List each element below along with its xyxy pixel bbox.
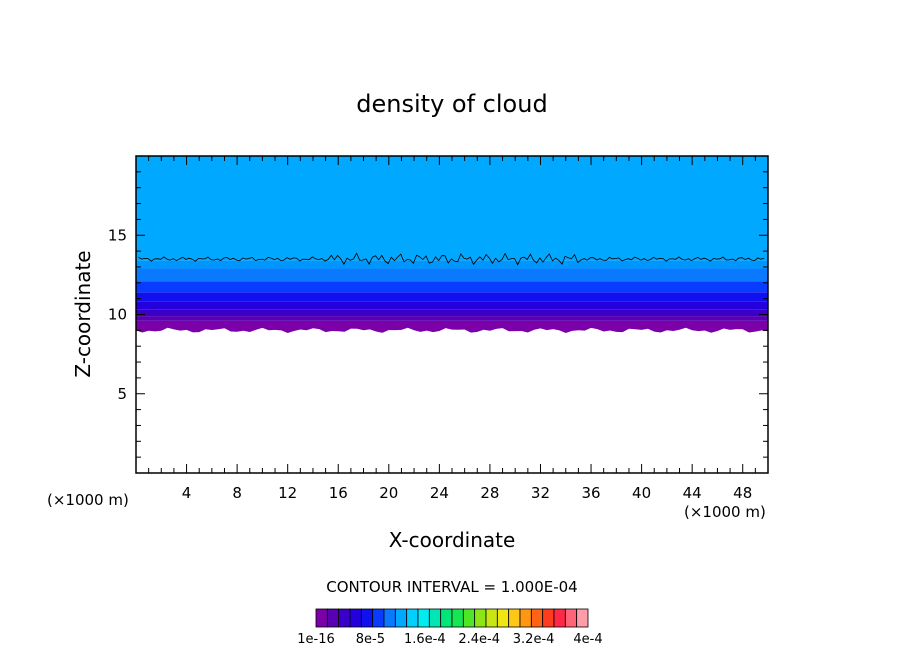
colorbar-swatch bbox=[440, 608, 453, 628]
colorbar-swatch bbox=[394, 608, 408, 628]
plot-area bbox=[136, 156, 768, 333]
colorbar-swatch bbox=[360, 608, 374, 628]
density-band bbox=[136, 260, 768, 269]
colorbar-tick-label: 3.2e-4 bbox=[513, 632, 555, 647]
y-axis: 5 10 15 bbox=[108, 171, 768, 458]
colorbar-swatch bbox=[372, 608, 385, 628]
density-band bbox=[136, 292, 768, 302]
contour-interval-label: CONTOUR INTERVAL = 1.000E-04 bbox=[326, 578, 577, 596]
colorbar-swatch bbox=[349, 608, 362, 628]
colorbar-swatch bbox=[474, 608, 487, 628]
density-band bbox=[136, 309, 768, 317]
x-tick-label: 12 bbox=[278, 484, 297, 502]
colorbar-tick-label: 1.6e-4 bbox=[404, 632, 446, 647]
colorbar-swatch bbox=[496, 608, 510, 628]
x-tick-label: 16 bbox=[329, 484, 348, 502]
colorbar-tick-label: 1e-16 bbox=[297, 632, 335, 647]
colorbar-swatch bbox=[383, 608, 396, 628]
colorbar-swatch bbox=[530, 608, 544, 628]
chart-title: density of cloud bbox=[356, 90, 547, 118]
colorbar-swatch bbox=[417, 608, 430, 628]
colorbar-swatch bbox=[519, 608, 532, 628]
x-tick-label: 8 bbox=[232, 484, 242, 502]
x-tick-label: 48 bbox=[733, 484, 752, 502]
x-tick-label: 36 bbox=[581, 484, 600, 502]
colorbar-swatch bbox=[428, 608, 442, 628]
x-tick-label: 24 bbox=[430, 484, 449, 502]
y-tick-label: 10 bbox=[108, 306, 127, 324]
density-band bbox=[136, 268, 768, 282]
colorbar-labels: 1e-16 8e-5 1.6e-4 2.4e-4 3.2e-4 4e-4 bbox=[297, 632, 602, 647]
x-axis-label: X-coordinate bbox=[389, 528, 516, 552]
y-tick-label: 15 bbox=[108, 226, 127, 244]
x-tick-label: 4 bbox=[182, 484, 192, 502]
colorbar-swatch bbox=[462, 608, 476, 628]
colorbar-swatch bbox=[406, 608, 419, 628]
density-band bbox=[136, 281, 768, 293]
density-band bbox=[136, 301, 768, 310]
x-tick-label: 20 bbox=[379, 484, 398, 502]
colorbar-swatch bbox=[451, 608, 464, 628]
density-band bbox=[136, 156, 768, 261]
x-tick-label: 32 bbox=[531, 484, 550, 502]
colorbar-swatch bbox=[508, 608, 521, 628]
y-unit-label: (×1000 m) bbox=[47, 491, 129, 509]
colorbar-swatch bbox=[576, 608, 589, 628]
colorbar-tick-label: 2.4e-4 bbox=[458, 632, 500, 647]
colorbar-tick-label: 4e-4 bbox=[573, 632, 602, 647]
x-tick-label: 28 bbox=[480, 484, 499, 502]
x-axis: 4 8 12 16 20 24 28 32 36 40 44 48 bbox=[148, 156, 756, 502]
colorbar bbox=[315, 608, 589, 628]
colorbar-tick-label: 8e-5 bbox=[356, 632, 385, 647]
density-band bbox=[136, 320, 768, 333]
density-band bbox=[136, 316, 768, 321]
colorbar-swatch bbox=[315, 608, 328, 628]
colorbar-swatch bbox=[542, 608, 555, 628]
y-tick-label: 5 bbox=[117, 385, 127, 403]
colorbar-swatch bbox=[485, 608, 498, 628]
colorbar-swatch bbox=[564, 608, 578, 628]
x-unit-label: (×1000 m) bbox=[684, 503, 766, 521]
x-tick-label: 44 bbox=[683, 484, 702, 502]
colorbar-swatch bbox=[553, 608, 566, 628]
colorbar-swatch bbox=[338, 608, 351, 628]
colorbar-swatch bbox=[326, 608, 340, 628]
contour-line bbox=[138, 252, 765, 266]
y-axis-label: Z-coordinate bbox=[71, 250, 95, 377]
x-tick-label: 40 bbox=[632, 484, 651, 502]
